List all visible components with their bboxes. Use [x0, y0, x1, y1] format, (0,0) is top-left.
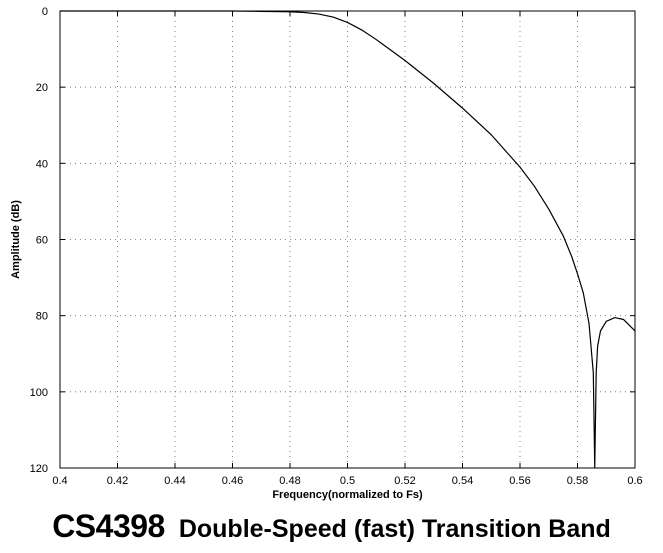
chart-title: CS4398	[52, 508, 165, 544]
y-tick-label: 0	[42, 6, 48, 18]
x-tick-label: 0.52	[394, 475, 415, 487]
x-tick-label: 0.44	[164, 475, 185, 487]
x-axis-label: Frequency(normalized to Fs)	[272, 489, 423, 501]
y-tick-labels: 0 20 40 60 80 100 120	[30, 6, 48, 475]
chart-caption: CS4398 Double-Speed (fast) Transition Ba…	[0, 508, 663, 548]
x-tick-label: 0.4	[52, 475, 67, 487]
y-tick-label: 120	[30, 463, 48, 475]
grid-lines	[60, 11, 635, 468]
series-line	[60, 10, 636, 469]
x-tick-labels: 0.4 0.42 0.44 0.46 0.48 0.5 0.52 0.54 0.56 0.58 0.…	[52, 475, 642, 487]
x-tick-label: 0.5	[340, 475, 355, 487]
x-tick-label: 0.54	[452, 475, 473, 487]
y-tick-label: 20	[36, 82, 48, 94]
y-axis-label: Amplitude (dB)	[10, 200, 22, 279]
chart-subtitle: Double-Speed (fast) Transition Band	[178, 515, 611, 543]
x-tick-label: 0.46	[222, 475, 243, 487]
x-tick-label: 0.58	[567, 475, 588, 487]
axis-ticks	[59, 10, 636, 469]
y-tick-label: 80	[36, 311, 48, 323]
plot-frame	[59, 10, 636, 469]
x-tick-label: 0.42	[107, 475, 128, 487]
y-tick-label: 60	[36, 235, 48, 247]
x-tick-label: 0.6	[627, 475, 642, 487]
y-tick-label: 100	[30, 387, 48, 399]
y-tick-label: 40	[36, 158, 48, 170]
x-tick-label: 0.56	[509, 475, 530, 487]
chart: 0.4 0.42 0.44 0.46 0.48 0.5 0.52 0.54 0.56 0.58 0.…	[10, 6, 643, 501]
x-tick-label: 0.48	[279, 475, 300, 487]
